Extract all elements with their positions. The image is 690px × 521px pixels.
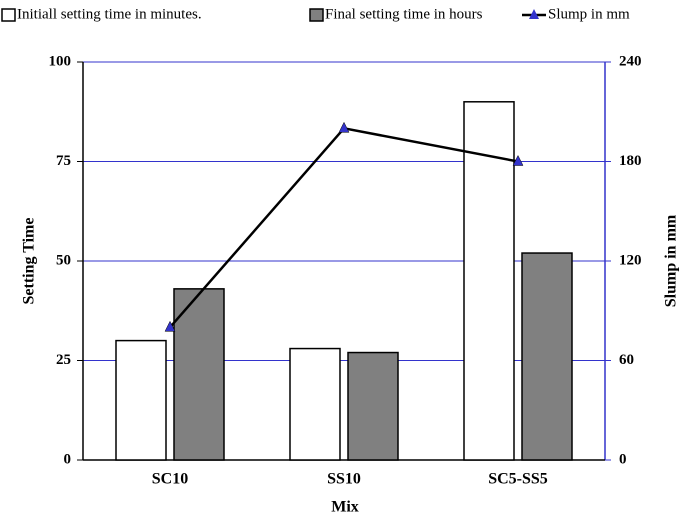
legend-label: Slump in mm: [548, 6, 630, 22]
x-tick-label: SC10: [152, 471, 188, 488]
marker: [338, 121, 350, 133]
bar: [173, 288, 225, 461]
bar: [521, 252, 573, 461]
y2-tick-label: 60: [619, 352, 634, 368]
y2-tick-label: 180: [619, 153, 642, 169]
bar: [347, 351, 399, 461]
marker: [512, 154, 524, 166]
y-axis-label: Setting Time: [21, 218, 38, 305]
y2-axis-label: Slump in mm: [663, 214, 680, 307]
y-tick-label: 50: [56, 252, 71, 268]
marker: [164, 320, 176, 332]
y-tick-label: 100: [49, 53, 72, 69]
x-axis-label: Mix: [331, 499, 359, 516]
y-tick-label: 0: [64, 451, 72, 467]
y-tick-label: 25: [56, 352, 71, 368]
legend-swatch: [1, 8, 16, 22]
x-tick-label: SS10: [327, 471, 361, 488]
y-tick-label: 75: [56, 153, 71, 169]
legend-label: Initiall setting time in minutes.: [17, 6, 202, 22]
legend-marker: [529, 9, 539, 19]
y2-tick-label: 0: [619, 451, 627, 467]
y2-tick-label: 240: [619, 53, 642, 69]
y2-tick-label: 120: [619, 252, 642, 268]
x-tick-label: SC5-SS5: [488, 471, 548, 488]
legend-label: Final setting time in hours: [325, 6, 483, 22]
bar: [463, 101, 515, 461]
bar: [289, 347, 341, 461]
legend-swatch: [309, 8, 324, 22]
bar: [115, 339, 167, 461]
